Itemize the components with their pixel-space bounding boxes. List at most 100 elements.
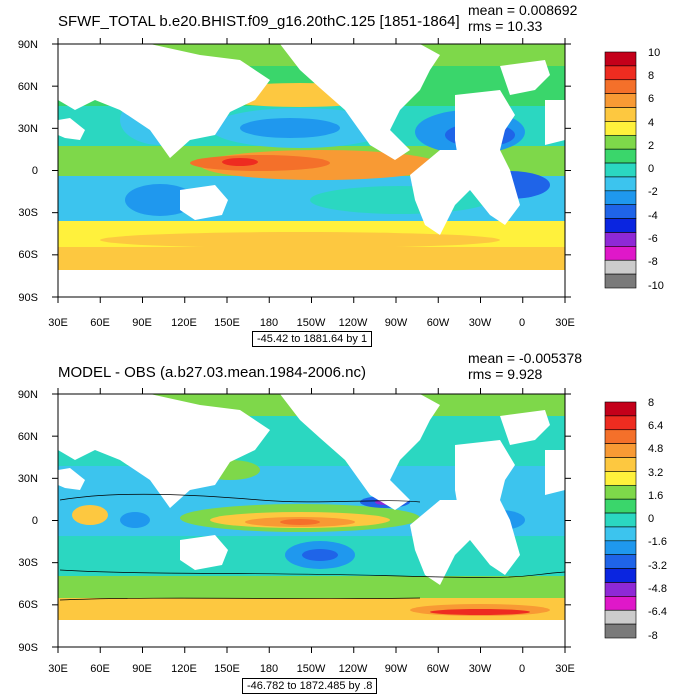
colorbar-swatch	[604, 259, 637, 275]
lon-axis: 30E 60E 90E 120E 150E 180 150W 120W 90W …	[48, 663, 575, 675]
lat-tick-label: 60N	[18, 81, 38, 93]
lon-tick-label: 120W	[339, 663, 368, 675]
lon-tick-label: 90E	[132, 663, 152, 675]
lat-tick-label: 90N	[18, 389, 38, 401]
lon-tick-label: 30E	[555, 663, 575, 675]
lon-tick-label: 30E	[48, 317, 68, 329]
colorbar-swatch	[604, 623, 637, 639]
mean-stat: mean = -0.005378	[468, 350, 583, 366]
colorbar-label: 2	[648, 140, 654, 152]
field-map	[58, 44, 565, 297]
lon-axis: 30E 60E 90E 120E 150E 180 150W 120W 90W …	[48, 317, 575, 329]
colorbar-label: -6	[648, 233, 658, 245]
colorbar-swatch	[604, 176, 637, 192]
colorbar	[604, 51, 637, 289]
lon-tick-label: 30E	[48, 663, 68, 675]
colorbar-swatch	[604, 429, 637, 444]
colorbar-swatch	[604, 218, 637, 233]
lon-tick-label: 30W	[469, 317, 492, 329]
lon-tick-label: 150W	[297, 663, 326, 675]
colorbar-swatch	[604, 148, 637, 164]
lat-tick-label: 90S	[18, 642, 38, 654]
lat-tick-label: 60S	[18, 249, 38, 261]
lon-tick-label: 180	[260, 663, 278, 675]
lon-tick-label: 30E	[555, 317, 575, 329]
contour-range-note: -45.42 to 1881.64 by 1	[252, 331, 373, 347]
colorbar-label: -3.2	[648, 560, 667, 572]
rms-stat: rms = 9.928	[468, 366, 543, 382]
colorbar-label: 6.4	[648, 420, 663, 432]
colorbar-swatch	[604, 554, 637, 569]
lon-tick-label: 60W	[427, 663, 450, 675]
colorbar-swatch	[604, 273, 637, 289]
colorbar-swatch	[604, 609, 637, 625]
lon-tick-label: 90W	[385, 317, 408, 329]
lon-tick-label: 150W	[297, 317, 326, 329]
colorbar-swatch	[604, 121, 637, 136]
colorbar-swatch	[604, 162, 637, 178]
colorbar-labels: 10 8 6 4 2 0 -2 -4 -6 -8 -10	[648, 47, 664, 292]
colorbar-label: -8	[648, 256, 658, 268]
colorbar-swatch	[604, 232, 637, 247]
colorbar-label: 0	[648, 513, 654, 525]
mean-stat: mean = 0.008692	[468, 2, 578, 18]
lat-tick-label: 30N	[18, 473, 38, 485]
lat-tick-label: 30S	[18, 207, 38, 219]
colorbar-label: -10	[648, 280, 664, 292]
colorbar-label: -4	[648, 210, 658, 222]
colorbar-label: 6	[648, 93, 654, 105]
colorbar-swatch	[604, 204, 637, 219]
colorbar-swatch	[604, 512, 637, 528]
colorbar-labels: 8 6.4 4.8 3.2 1.6 0 -1.6 -3.2 -4.8 -6.4 …	[648, 397, 667, 642]
lon-tick-label: 60E	[90, 317, 110, 329]
colorbar-label: 3.2	[648, 467, 663, 479]
colorbar-swatch	[604, 582, 637, 597]
map-title: MODEL - OBS (a.b27.03.mean.1984-2006.nc)	[58, 364, 366, 381]
rms-stat: rms = 10.33	[468, 18, 543, 34]
lat-axis: 90N 60N 30N 0 30S 60S 90S	[18, 39, 38, 304]
lon-tick-label: 120E	[171, 317, 197, 329]
lat-tick-label: 30N	[18, 123, 38, 135]
colorbar-swatch	[604, 401, 637, 417]
colorbar-label: 4	[648, 117, 654, 129]
colorbar-label: -2	[648, 186, 658, 198]
colorbar-swatch	[604, 568, 637, 583]
colorbar-swatch	[604, 93, 637, 108]
map-figure: 90N 60N 30N 0 30S 60S 90S 30E 60E 90E 12…	[18, 388, 667, 675]
map-title: SFWF_TOTAL b.e20.BHIST.f09_g16.20thC.125…	[58, 13, 460, 30]
map-figure: 90N 60N 30N 0 30S 60S 90S 30E 60E 90E 12…	[18, 38, 664, 329]
lat-tick-label: 60S	[18, 599, 38, 611]
colorbar-swatch	[604, 540, 637, 556]
colorbar-label: 10	[648, 47, 660, 59]
lon-tick-label: 0	[519, 663, 525, 675]
colorbar-swatch	[604, 471, 637, 486]
lat-tick-label: 0	[32, 515, 38, 527]
lat-axis: 90N 60N 30N 0 30S 60S 90S	[18, 389, 38, 654]
lon-tick-label: 60W	[427, 317, 450, 329]
colorbar-swatch	[604, 107, 637, 122]
lon-tick-label: 60E	[90, 663, 110, 675]
lon-tick-label: 150E	[214, 317, 240, 329]
lon-tick-label: 90E	[132, 317, 152, 329]
colorbar-swatch	[604, 443, 637, 458]
lon-tick-label: 120W	[339, 317, 368, 329]
colorbar-label: 8	[648, 397, 654, 409]
colorbar-label: 0	[648, 163, 654, 175]
colorbar-label: 4.8	[648, 443, 663, 455]
field-map	[58, 394, 565, 647]
lat-tick-label: 30S	[18, 557, 38, 569]
colorbar-swatch	[604, 65, 637, 81]
lon-tick-label: 120E	[171, 663, 197, 675]
lon-tick-label: 90W	[385, 663, 408, 675]
colorbar-swatch	[604, 457, 637, 472]
colorbar-label: -8	[648, 630, 658, 642]
lon-tick-label: 0	[519, 317, 525, 329]
colorbar-label: -1.6	[648, 536, 667, 548]
lat-tick-label: 0	[32, 165, 38, 177]
colorbar-label: -4.8	[648, 583, 667, 595]
panel-model-minus-obs: MODEL - OBS (a.b27.03.mean.1984-2006.nc)…	[0, 350, 700, 700]
colorbar-swatch	[604, 415, 637, 431]
lat-tick-label: 60N	[18, 431, 38, 443]
colorbar-swatch	[604, 190, 637, 206]
panel-sfwf-total: SFWF_TOTAL b.e20.BHIST.f09_g16.20thC.125…	[18, 2, 664, 347]
